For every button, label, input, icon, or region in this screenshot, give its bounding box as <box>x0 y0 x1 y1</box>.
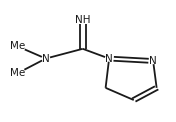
Text: N: N <box>149 56 157 66</box>
Text: Me: Me <box>10 68 25 78</box>
Text: NH: NH <box>75 15 90 25</box>
Text: Me: Me <box>10 41 25 51</box>
Text: N: N <box>105 54 113 64</box>
Text: N: N <box>42 54 50 64</box>
